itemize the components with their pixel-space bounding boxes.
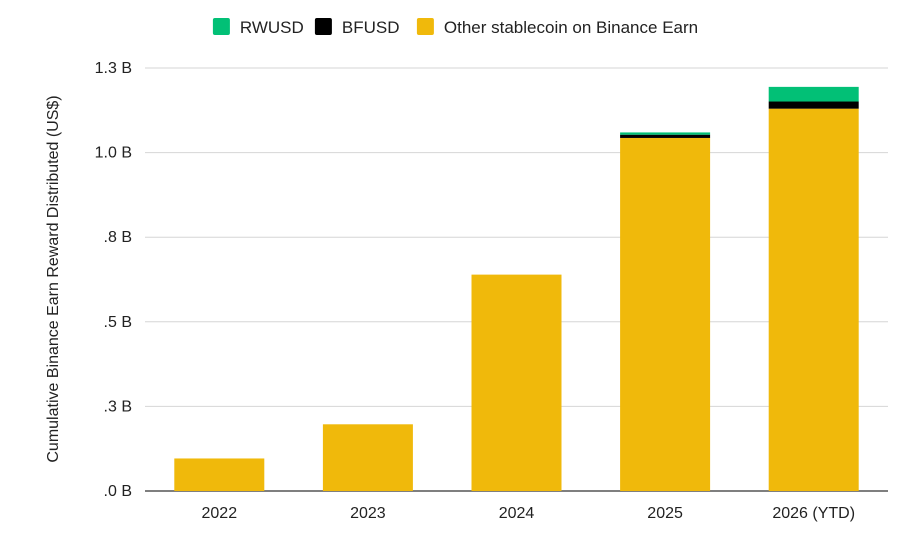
chart-legend: RWUSD BFUSD Other stablecoin on Binance Ea… <box>212 18 698 37</box>
bars <box>174 86 859 491</box>
bar-rwusd-2026-ytd <box>768 86 859 102</box>
legend-label: Other stablecoin on Binance Earn <box>444 18 698 37</box>
legend-item-other-stablecoin-on-binance-earn: Other stablecoin on Binance Earn <box>416 18 698 37</box>
legend-swatch <box>416 18 434 35</box>
legend-swatch <box>212 18 230 35</box>
x-tick-label: 2023 <box>350 505 386 522</box>
bar-bfusd-2026-ytd <box>768 101 859 109</box>
x-tick-label: 2025 <box>647 505 683 522</box>
x-tick-label: 2024 <box>499 505 535 522</box>
legend-swatch <box>314 18 332 35</box>
bar-other-stablecoin-on-binance-earn-2022 <box>174 458 265 491</box>
x-tick-label: 2022 <box>202 505 238 522</box>
legend-label: BFUSD <box>342 18 400 37</box>
y-tick-label: .8 B <box>104 229 132 246</box>
y-tick-label: 1.3 B <box>95 60 132 77</box>
y-tick-label: .0 B <box>104 483 132 500</box>
bar-rwusd-2025 <box>620 132 711 135</box>
legend-item-bfusd: BFUSD <box>314 18 400 37</box>
bar-other-stablecoin-on-binance-earn-2023 <box>322 424 413 491</box>
x-axis-ticks: 2022 2023 2024 2025 2026 (YTD) <box>202 505 856 522</box>
bar-other-stablecoin-on-binance-earn-2026-ytd <box>768 108 859 491</box>
y-tick-label: .5 B <box>104 314 132 331</box>
bar-other-stablecoin-on-binance-earn-2025 <box>620 137 711 491</box>
legend-item-rwusd: RWUSD <box>212 18 304 37</box>
y-axis-title: Cumulative Binance Earn Reward Distribut… <box>45 95 62 462</box>
y-tick-label: .3 B <box>104 398 132 415</box>
y-axis-ticks: .0 B .3 B .5 B .8 B 1.0 B 1.3 B <box>95 60 132 500</box>
x-tick-label: 2026 (YTD) <box>772 505 855 522</box>
bar-bfusd-2025 <box>620 134 711 138</box>
bar-other-stablecoin-on-binance-earn-2024 <box>471 274 562 491</box>
legend-label: RWUSD <box>240 18 304 37</box>
y-tick-label: 1.0 B <box>95 145 132 162</box>
